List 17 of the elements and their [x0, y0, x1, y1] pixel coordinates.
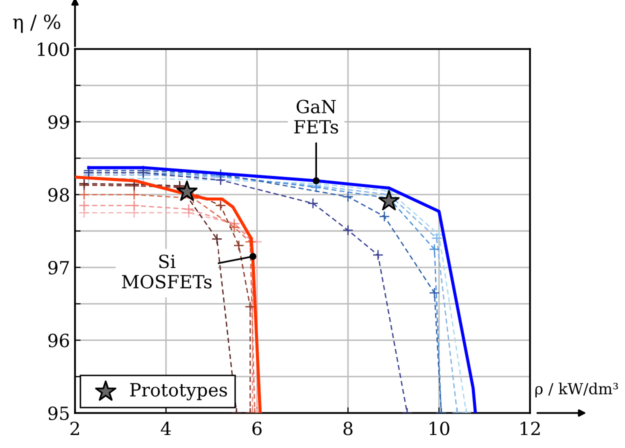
x-tick-label: 2	[70, 422, 79, 436]
x-tick-label: 10	[430, 422, 450, 436]
legend-label: Prototypes	[130, 383, 227, 400]
annotation: GaN FETs	[294, 100, 338, 134]
x-tick-label: 4	[160, 422, 171, 436]
x-tick-label: 8	[343, 422, 353, 436]
y-tick-label: 100	[38, 42, 69, 56]
y-tick-label: 95	[48, 406, 69, 420]
y-tick-label: 96	[48, 334, 69, 348]
y-tick-label: 98	[48, 188, 69, 202]
annotation: Si MOSFETs	[122, 254, 212, 288]
x-tick-label: 6	[252, 422, 262, 436]
x-tick-label: 12	[520, 422, 540, 436]
x-axis-title: ρ / kW/dm³	[535, 382, 618, 398]
y-axis-title: η / %	[13, 14, 60, 33]
y-tick-label: 97	[48, 260, 69, 275]
y-tick-label: 99	[48, 115, 69, 129]
